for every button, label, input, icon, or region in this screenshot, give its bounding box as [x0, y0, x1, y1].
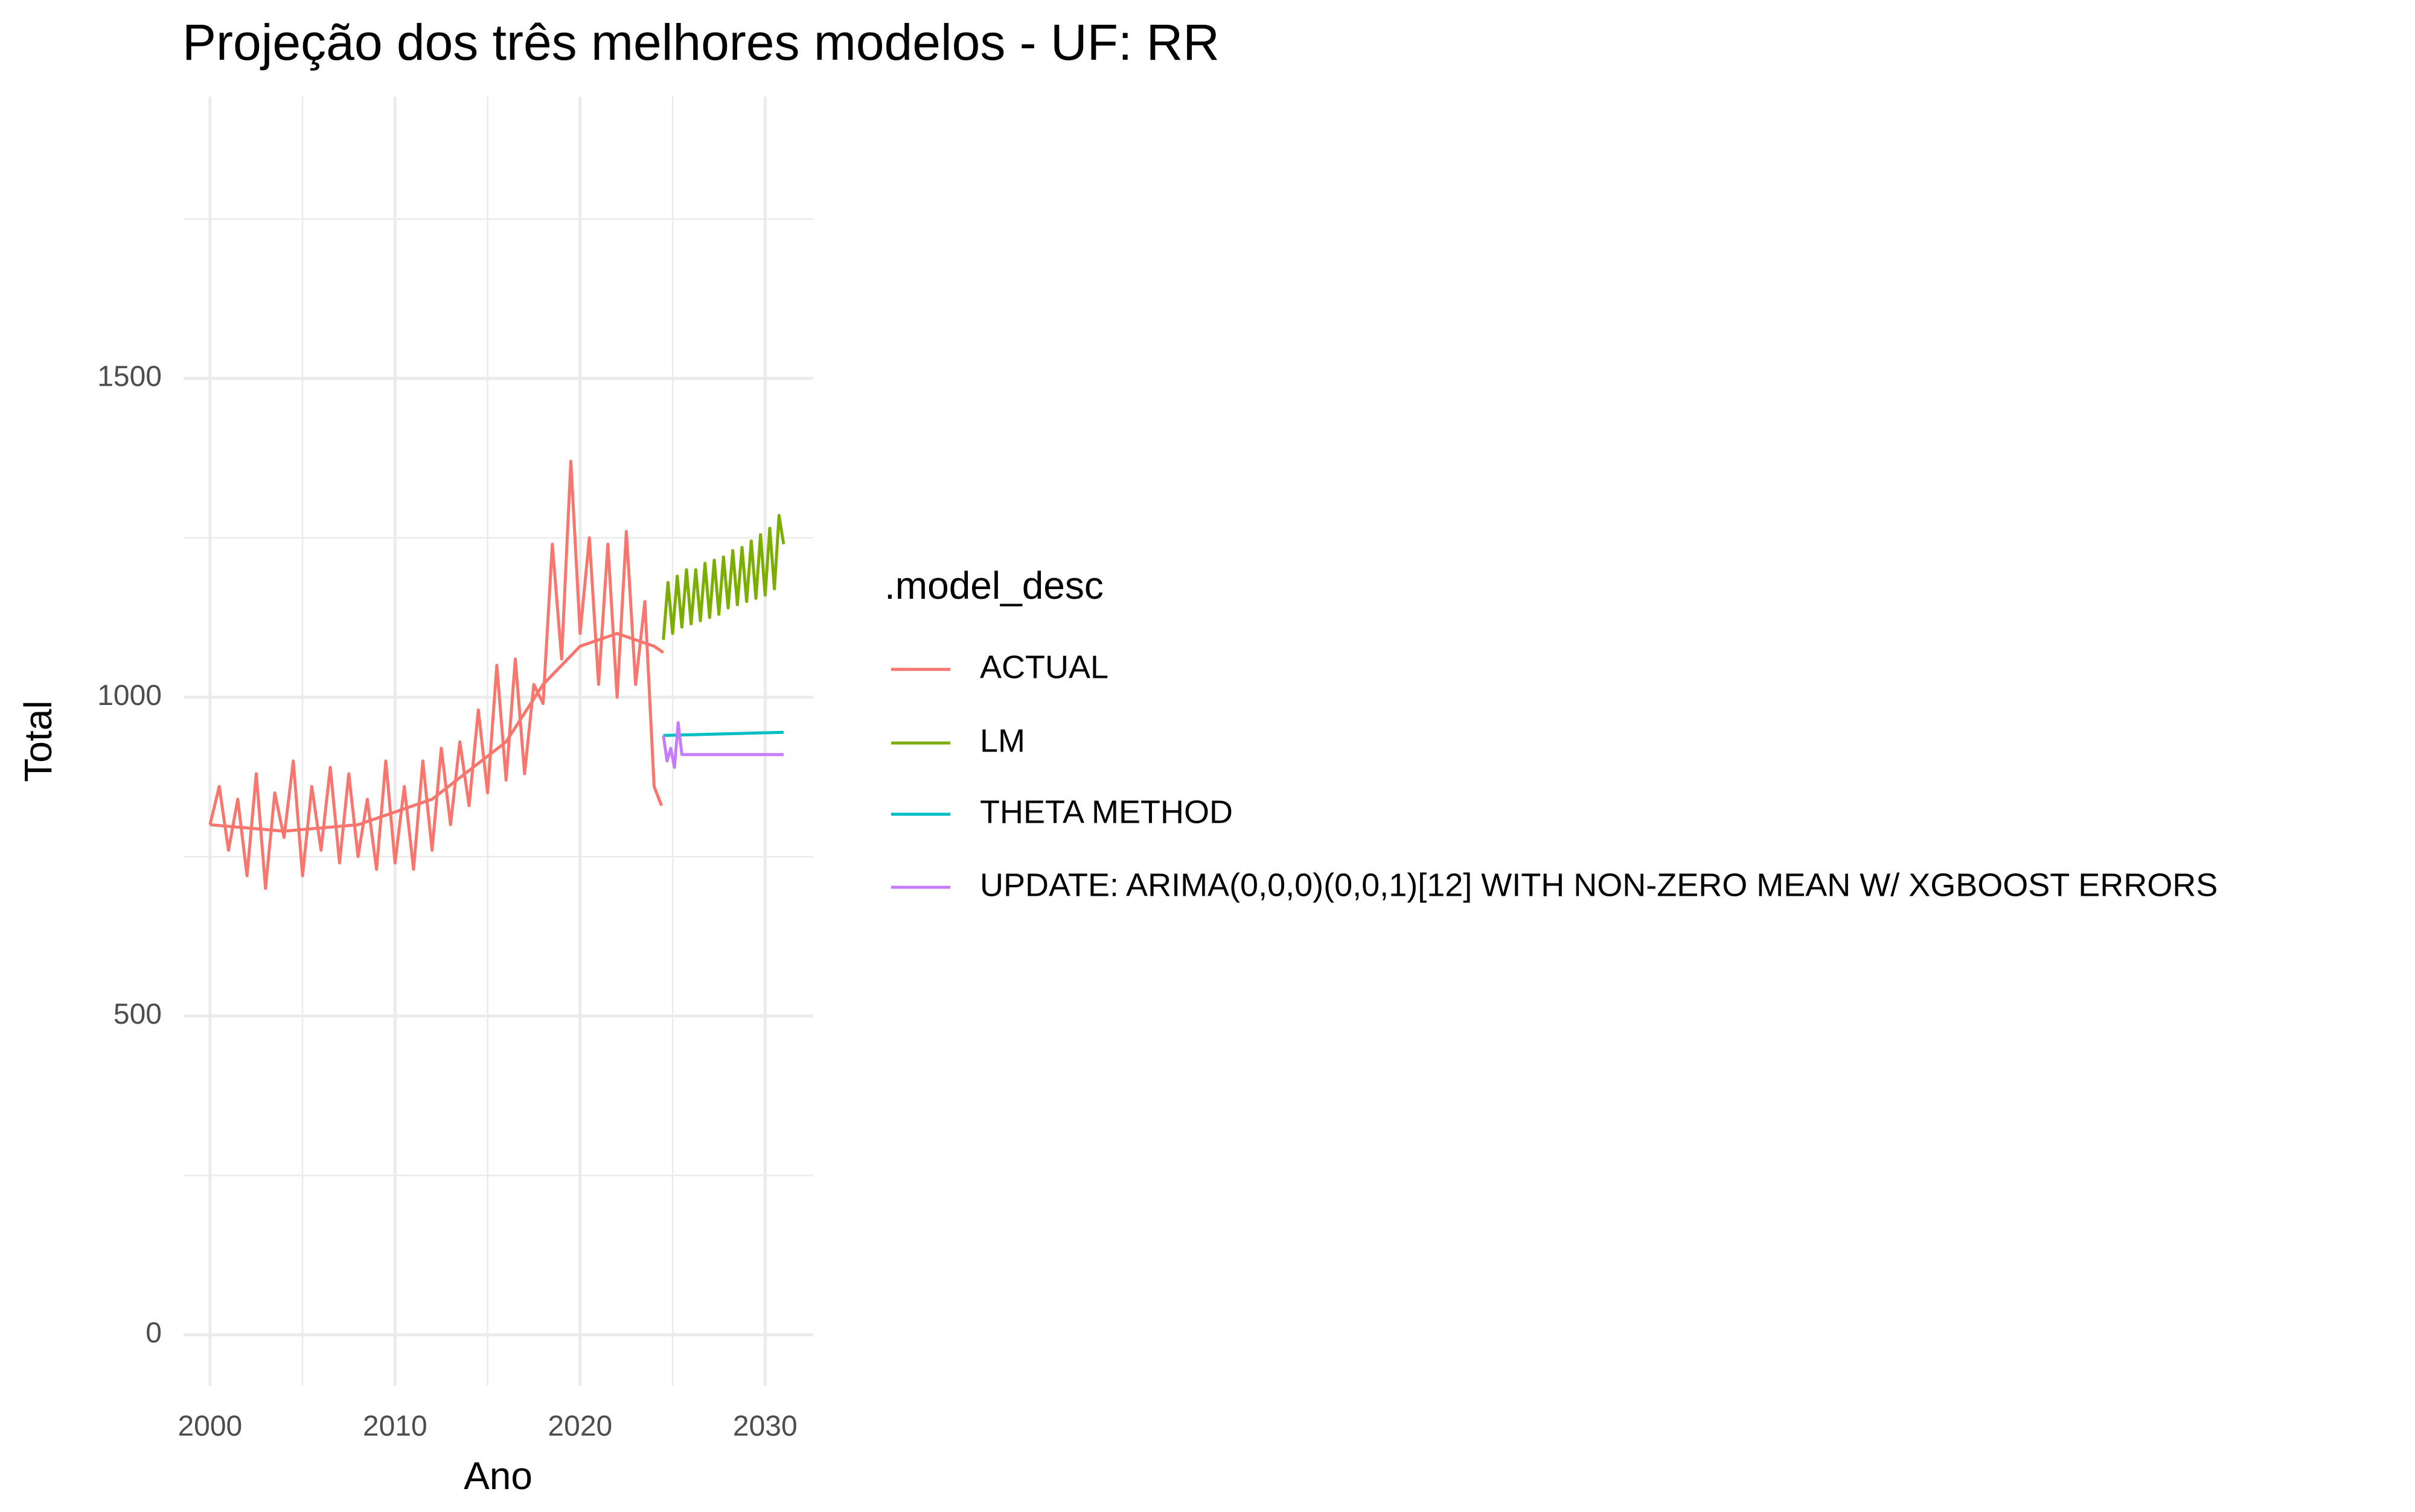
- legend-label: THETA METHOD: [980, 794, 1233, 830]
- legend-title: .model_desc: [884, 564, 1104, 607]
- legend-label: ACTUAL: [980, 649, 1108, 685]
- series-line: [662, 721, 784, 769]
- y-tick-label: 1000: [97, 680, 162, 712]
- y-tick-label: 500: [114, 998, 162, 1030]
- series-line: [662, 514, 785, 640]
- legend-label: LM: [980, 723, 1025, 759]
- legend-label: UPDATE: ARIMA(0,0,0)(0,0,1)[12] WITH NON…: [980, 867, 2218, 903]
- y-axis-title: Total: [16, 700, 60, 782]
- trend-line: [210, 631, 665, 833]
- chart-title: Projeção dos três melhores modelos - UF:…: [182, 14, 1220, 71]
- x-tick-label: 2010: [363, 1411, 427, 1443]
- x-tick-label: 2030: [733, 1411, 798, 1443]
- series-line: [208, 459, 664, 890]
- y-tick-label: 1500: [97, 361, 162, 393]
- series-line: [663, 730, 784, 737]
- y-tick-label: 0: [146, 1317, 162, 1349]
- x-tick-label: 2000: [178, 1411, 242, 1443]
- x-tick-label: 2020: [548, 1411, 612, 1443]
- x-axis-title: Ano: [464, 1454, 533, 1498]
